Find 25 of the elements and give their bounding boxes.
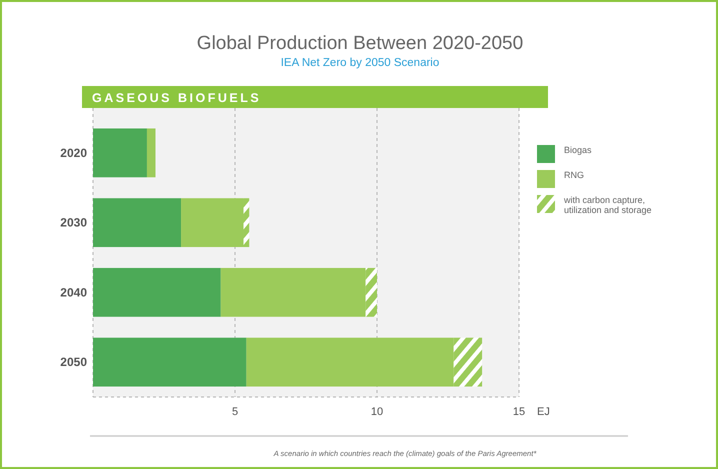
y-tick-label: 2020 — [60, 146, 88, 160]
y-tick-label: 2050 — [60, 355, 88, 370]
legend-label: Biogas — [564, 145, 592, 155]
bar — [246, 338, 454, 387]
bar — [146, 128, 156, 178]
bar — [220, 268, 366, 317]
text: GASEOUS BIOFUELS — [92, 91, 262, 105]
bar — [93, 268, 221, 317]
x-axis-title: EJ — [537, 406, 550, 418]
bar — [93, 198, 182, 248]
x-tick-label: 10 — [370, 406, 384, 418]
legend-label: RNG — [564, 170, 584, 180]
y-tick-label: 2040 — [60, 285, 88, 300]
chart-subtitle: IEA Net Zero by 2050 Scenario — [280, 57, 440, 69]
bar — [244, 198, 250, 248]
x-tick-label: 5 — [232, 406, 238, 418]
bar — [454, 338, 482, 387]
y-tick-label: 2030 — [60, 216, 88, 230]
bar — [93, 338, 246, 387]
x-tick-label: 15 — [512, 406, 526, 418]
bar — [93, 128, 147, 178]
legend-label: with carbon capture, utilization and storage — [563, 195, 652, 215]
bar — [366, 268, 377, 317]
chart-title: Global Production Between 2020-2050 — [196, 33, 524, 54]
bar — [181, 198, 244, 248]
